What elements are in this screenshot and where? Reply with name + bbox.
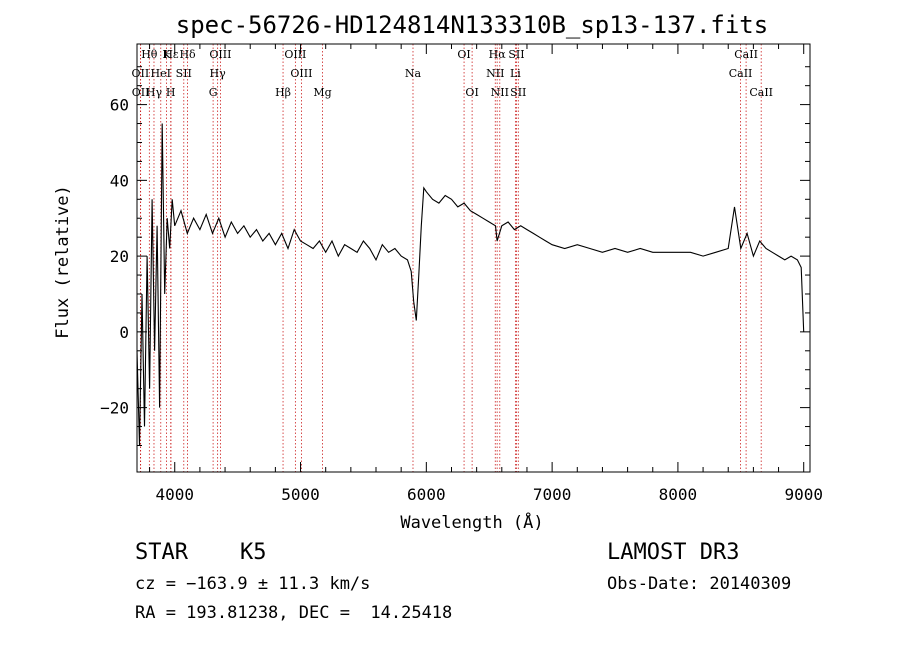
spectral-line-label: Mg — [313, 86, 331, 99]
x-tick-label: 7000 — [533, 485, 572, 504]
spectral-line-label: Hβ — [275, 86, 291, 99]
spectral-line-label: OI — [465, 86, 478, 99]
x-tick-label: 9000 — [784, 485, 823, 504]
y-axis-label: Flux (relative) — [53, 185, 73, 339]
survey-name: LAMOST DR3 — [607, 540, 740, 565]
observation-date: Obs-Date: 20140309 — [607, 574, 792, 594]
spectral-line-label: OIII — [209, 48, 231, 61]
x-tick-label: 4000 — [155, 485, 194, 504]
object-class: STAR — [135, 540, 188, 565]
spectral-line-label: SII — [510, 86, 526, 99]
spectral-line-label: Hθ — [141, 48, 158, 61]
spectral-line-label: Hγ — [146, 86, 163, 99]
spectral-line-label: OII — [132, 86, 150, 99]
spectral-line-label: G — [209, 86, 218, 99]
spectral-line-label: Hε — [163, 48, 179, 61]
spectral-line-label: Hδ — [179, 48, 196, 61]
spectral-line-label: Li — [510, 67, 521, 80]
spectral-line-label: HeI — [151, 67, 171, 80]
x-tick-label: 6000 — [407, 485, 446, 504]
x-tick-label: 8000 — [659, 485, 698, 504]
spectral-line-label: Hγ — [210, 67, 227, 80]
plot-frame — [136, 43, 811, 473]
y-tick-label: −20 — [100, 399, 129, 418]
spectral-line-label: CaII — [749, 86, 773, 99]
spectral-line-label: OIII — [290, 67, 312, 80]
spectral-line-label: OII — [132, 67, 150, 80]
chart-title: spec-56726-HD124814N133310B_sp13-137.fit… — [176, 11, 768, 39]
x-axis-label: Wavelength (Å) — [400, 511, 543, 533]
spectral-line-label: H — [166, 86, 176, 99]
x-tick-label: 5000 — [281, 485, 320, 504]
spectral-line-label: Hα — [489, 48, 507, 61]
spectral-line-label: CaII — [734, 48, 758, 61]
redshift-velocity: cz = −163.9 ± 11.3 km/s — [135, 574, 371, 594]
spectral-line-label: NII — [491, 86, 509, 99]
spectral-line-label: Na — [405, 67, 422, 80]
spectral-line-label: OI — [457, 48, 470, 61]
spectral-line-label: CaII — [729, 67, 753, 80]
spectral-line-label: SII — [176, 67, 192, 80]
spectral-line-label: K — [162, 48, 171, 61]
y-tick-label: 60 — [110, 96, 129, 115]
spectrum-line — [136, 123, 805, 446]
object-subclass: K5 — [240, 540, 267, 565]
y-tick-label: 0 — [119, 323, 129, 342]
spectral-line-label: SII — [508, 48, 524, 61]
y-tick-label: 40 — [110, 171, 129, 190]
spectral-line-label: OIII — [284, 48, 306, 61]
y-tick-label: 20 — [110, 247, 129, 266]
spectral-line-label: NII — [486, 67, 504, 80]
coordinates: RA = 193.81238, DEC = 14.25418 — [135, 603, 453, 623]
